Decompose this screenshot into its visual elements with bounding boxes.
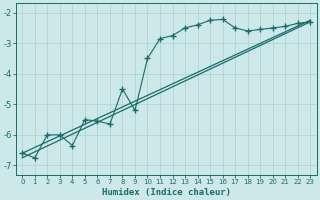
X-axis label: Humidex (Indice chaleur): Humidex (Indice chaleur) (102, 188, 231, 197)
